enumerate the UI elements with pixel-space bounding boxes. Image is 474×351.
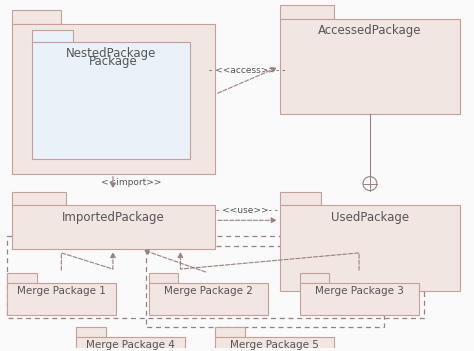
FancyBboxPatch shape (280, 192, 321, 205)
Text: AccessedPackage: AccessedPackage (318, 24, 422, 37)
FancyBboxPatch shape (7, 283, 116, 314)
FancyBboxPatch shape (280, 205, 460, 291)
FancyBboxPatch shape (12, 24, 215, 174)
FancyBboxPatch shape (32, 42, 191, 159)
FancyBboxPatch shape (12, 205, 215, 249)
FancyBboxPatch shape (7, 273, 36, 283)
Text: Merge Package 4: Merge Package 4 (86, 340, 175, 350)
FancyBboxPatch shape (76, 337, 185, 351)
FancyBboxPatch shape (32, 30, 73, 42)
FancyBboxPatch shape (280, 5, 334, 19)
Text: Package: Package (89, 55, 138, 68)
Text: ImportedPackage: ImportedPackage (62, 211, 165, 224)
FancyBboxPatch shape (300, 273, 329, 283)
Bar (7, 236, 424, 318)
Text: Merge Package 5: Merge Package 5 (230, 340, 319, 350)
Text: Merge Package 1: Merge Package 1 (17, 286, 106, 296)
FancyBboxPatch shape (300, 283, 419, 314)
Text: - <<use>>- -: - <<use>>- - (217, 206, 278, 215)
Bar (146, 246, 384, 327)
FancyBboxPatch shape (215, 327, 245, 337)
FancyBboxPatch shape (76, 327, 106, 337)
Text: Merge Package 3: Merge Package 3 (315, 286, 403, 296)
FancyBboxPatch shape (149, 283, 268, 314)
FancyBboxPatch shape (280, 19, 460, 114)
Text: NestedPackage: NestedPackage (66, 47, 156, 60)
Text: <<import>>: <<import>> (100, 178, 161, 187)
FancyBboxPatch shape (149, 273, 178, 283)
Text: - <<access>>- -: - <<access>>- - (209, 66, 286, 75)
Text: Merge Package 2: Merge Package 2 (164, 286, 253, 296)
Text: UsedPackage: UsedPackage (331, 211, 409, 224)
FancyBboxPatch shape (12, 10, 61, 24)
FancyBboxPatch shape (215, 337, 334, 351)
FancyBboxPatch shape (12, 192, 66, 205)
